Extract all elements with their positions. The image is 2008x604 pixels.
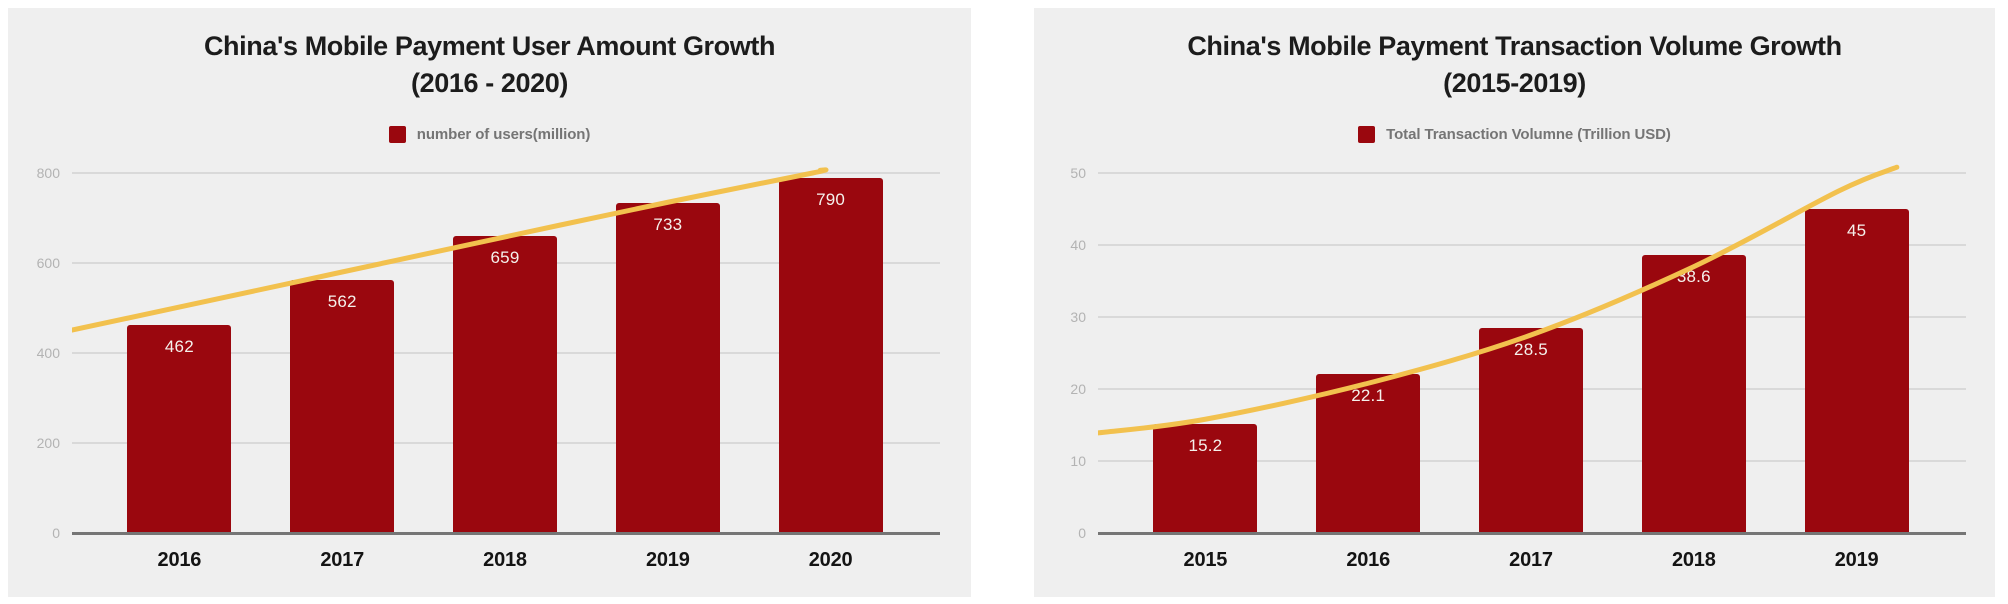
y-axis-tick-label: 40	[1070, 237, 1086, 253]
x-axis-line	[72, 532, 940, 535]
y-axis-tick-label: 10	[1070, 453, 1086, 469]
legend-label: number of users(million)	[416, 125, 591, 143]
chart-title: China's Mobile Payment Transaction Volum…	[1187, 31, 1842, 61]
x-axis-tick-label: 2019	[1834, 549, 1879, 571]
bar-value-label: 15.2	[1188, 435, 1223, 455]
y-axis-tick-label: 800	[36, 165, 60, 181]
legend: number of users(million)	[8, 125, 971, 143]
x-axis-tick-label: 2015	[1183, 549, 1228, 571]
x-axis-line	[1098, 532, 1966, 535]
legend-swatch-icon	[388, 125, 406, 143]
y-axis-tick-label: 200	[36, 435, 60, 451]
x-axis-tick-label: 2018	[1671, 549, 1716, 571]
bar	[778, 177, 883, 532]
x-axis-tick-label: 2016	[1346, 549, 1391, 571]
bar-value-label: 659	[490, 248, 520, 268]
chart-title: China's Mobile Payment User Amount Growt…	[203, 31, 776, 61]
y-axis-tick-label: 400	[36, 345, 60, 361]
bar	[1153, 423, 1258, 532]
x-axis-tick-label: 2016	[157, 549, 202, 571]
chart-panel-transactions: China's Mobile Payment Transaction Volum…	[1034, 8, 1995, 597]
y-axis-tick-label: 30	[1070, 309, 1086, 325]
bar	[1804, 209, 1909, 532]
bar-value-label: 38.6	[1676, 267, 1711, 287]
bar-value-label: 22.1	[1351, 385, 1386, 405]
bar-value-label: 45	[1846, 221, 1867, 240]
bar-value-label: 733	[653, 215, 683, 235]
bar	[615, 203, 720, 532]
bar	[290, 280, 395, 532]
y-axis-tick-label: 50	[1070, 165, 1086, 181]
bar-value-label: 790	[816, 189, 846, 209]
y-axis-tick-label: 0	[1078, 525, 1086, 541]
x-axis-tick-label: 2017	[1509, 549, 1553, 571]
gridline	[1098, 172, 1966, 174]
legend-label: Total Transaction Volumne (Trillion USD)	[1386, 125, 1671, 143]
x-axis-tick-label: 2020	[808, 549, 853, 571]
plot-area: 0 200 400 600 800 462 2016 562 2017 659 2018 733 201…	[8, 8, 971, 597]
chart-panel-users: China's Mobile Payment User Amount Growt…	[8, 8, 971, 597]
legend-swatch-icon	[1358, 125, 1376, 143]
y-axis-tick-label: 600	[36, 255, 60, 271]
legend: Total Transaction Volumne (Trillion USD)	[1034, 125, 1995, 143]
x-axis-tick-label: 2018	[483, 549, 527, 571]
gridline	[72, 172, 940, 174]
chart-subtitle: (2015-2019)	[1443, 68, 1586, 98]
y-axis-tick-label: 0	[52, 525, 60, 541]
bar	[1641, 255, 1746, 532]
y-axis-tick-label: 20	[1070, 381, 1086, 397]
x-axis-tick-label: 2017	[320, 549, 365, 571]
bar-value-label: 28.5	[1514, 339, 1548, 359]
bar	[453, 236, 557, 532]
bar-value-label: 462	[164, 337, 194, 357]
x-axis-tick-label: 2019	[645, 549, 690, 571]
bar	[127, 325, 232, 532]
bar-value-label: 562	[327, 292, 357, 312]
chart-subtitle: (2016 - 2020)	[411, 68, 568, 98]
plot-area: 0 10 20 30 40 50 15.2 2015 22.1 2016 28.5 2017 38.6 2…	[1034, 8, 1995, 597]
